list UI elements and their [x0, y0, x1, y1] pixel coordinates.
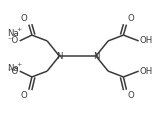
- Text: +: +: [17, 27, 22, 32]
- Text: ⁻O: ⁻O: [8, 67, 19, 76]
- Text: N: N: [93, 52, 99, 61]
- Text: O: O: [128, 15, 135, 23]
- Text: Na: Na: [8, 64, 19, 73]
- Text: +: +: [17, 62, 22, 67]
- Text: N: N: [56, 52, 63, 61]
- Text: OH: OH: [139, 67, 153, 76]
- Text: O: O: [128, 91, 135, 100]
- Text: O: O: [21, 91, 27, 100]
- Text: ⁻O: ⁻O: [8, 36, 19, 45]
- Text: Na: Na: [8, 29, 19, 38]
- Text: OH: OH: [139, 36, 153, 45]
- Text: O: O: [21, 15, 27, 23]
